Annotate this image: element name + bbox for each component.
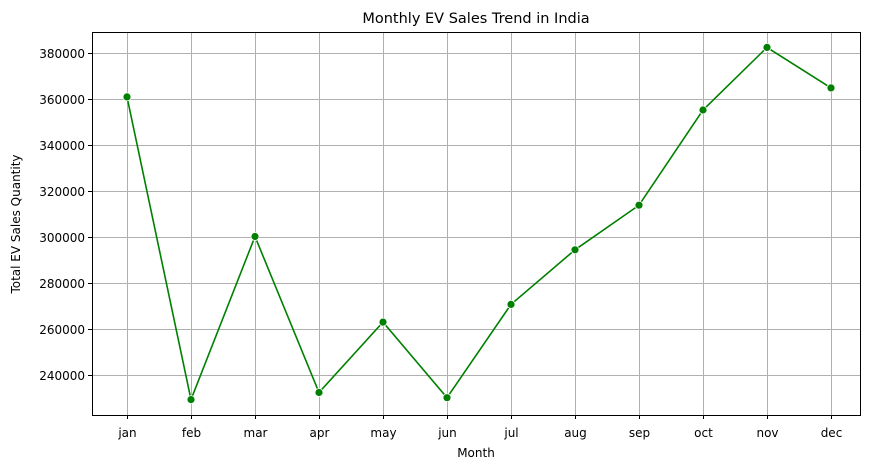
y-axis-ticks: 240000 260000 280000 300000 320000 340000 3600…	[39, 47, 92, 383]
data-point	[314, 388, 324, 397]
y-tick-label: 260000	[39, 323, 85, 337]
x-tick-label: jun	[437, 426, 457, 440]
x-axis-ticks: jan feb mar apr may jun jul aug sep oct nov dec	[117, 415, 842, 440]
chart-title: Monthly EV Sales Trend in India	[362, 11, 589, 27]
data-point	[378, 317, 388, 327]
x-tick-label: mar	[244, 426, 268, 440]
x-tick-label: jul	[503, 426, 518, 440]
data-point	[442, 393, 452, 403]
y-tick-label: 280000	[39, 277, 85, 291]
y-tick-label: 360000	[39, 93, 85, 107]
y-tick-label: 320000	[39, 185, 85, 199]
y-tick-label: 380000	[39, 47, 85, 61]
data-point	[250, 232, 260, 241]
x-tick-label: dec	[821, 426, 843, 440]
x-gridlines	[127, 32, 832, 415]
x-tick-label: jan	[117, 426, 136, 440]
data-point	[762, 43, 772, 52]
data-point	[186, 395, 196, 405]
plot-frame	[92, 32, 861, 416]
data-point	[634, 200, 644, 210]
x-tick-label: apr	[310, 426, 330, 440]
series-line	[126, 46, 832, 403]
data-point	[506, 299, 516, 309]
x-tick-label: nov	[756, 426, 778, 440]
y-tick-label: 240000	[39, 369, 85, 383]
y-gridlines	[92, 53, 860, 376]
x-tick-label: feb	[182, 426, 201, 440]
y-tick-label: 340000	[39, 139, 85, 153]
x-tick-label: may	[370, 426, 396, 440]
x-tick-label: sep	[629, 426, 650, 440]
data-point	[826, 83, 836, 93]
data-point	[122, 92, 132, 102]
data-point	[698, 105, 708, 115]
x-tick-label: aug	[564, 426, 587, 440]
y-axis-label: Total EV Sales Quantity	[9, 154, 23, 294]
x-axis-label: Month	[457, 446, 495, 460]
x-tick-label: oct	[694, 426, 713, 440]
y-tick-label: 300000	[39, 231, 85, 245]
series-layer	[122, 43, 836, 405]
data-point	[570, 245, 580, 255]
